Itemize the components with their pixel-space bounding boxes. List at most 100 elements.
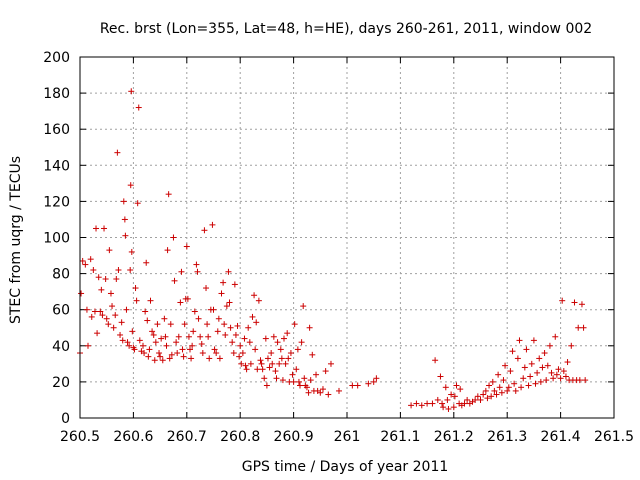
data-point	[498, 389, 505, 396]
data-point	[143, 259, 150, 266]
data-point	[126, 342, 133, 349]
y-tick-label: 160	[43, 122, 70, 138]
data-point	[154, 321, 161, 328]
data-point	[221, 321, 228, 328]
data-point	[199, 350, 206, 357]
data-point	[532, 380, 539, 387]
data-point	[79, 257, 86, 264]
data-point	[525, 382, 532, 389]
data-point	[243, 366, 250, 373]
data-point	[203, 285, 210, 292]
data-point	[166, 355, 173, 362]
data-point	[170, 234, 177, 241]
data-point	[249, 313, 256, 320]
data-point	[300, 303, 307, 310]
data-point	[229, 339, 236, 346]
x-tick-label: 260.6	[113, 429, 153, 445]
data-point	[553, 371, 560, 378]
data-point	[214, 328, 221, 335]
data-point	[213, 350, 220, 357]
data-point	[439, 400, 446, 407]
data-point	[527, 373, 534, 380]
data-point	[278, 355, 285, 362]
data-point	[413, 400, 420, 407]
data-point	[165, 191, 172, 198]
data-point	[514, 355, 521, 362]
data-point	[370, 378, 377, 385]
data-point	[445, 405, 452, 412]
data-point	[272, 368, 279, 375]
data-point	[236, 353, 243, 360]
data-point	[242, 362, 249, 369]
data-point	[205, 333, 212, 340]
data-point	[451, 393, 458, 400]
data-point	[197, 333, 204, 340]
y-tick-label: 100	[43, 231, 70, 247]
data-point	[173, 339, 180, 346]
data-point	[118, 319, 125, 326]
data-point	[354, 382, 361, 389]
data-point	[251, 292, 258, 299]
data-point	[335, 387, 342, 394]
y-tick-label: 0	[61, 411, 70, 427]
data-point	[135, 104, 142, 111]
data-point	[562, 373, 569, 380]
data-point	[284, 330, 291, 337]
data-point	[546, 342, 553, 349]
data-point	[444, 396, 451, 403]
data-point	[484, 395, 491, 402]
data-point	[261, 375, 268, 382]
x-axis-label: GPS time / Days of year 2011	[242, 459, 449, 475]
data-point	[106, 247, 113, 254]
data-point	[560, 368, 567, 375]
data-point	[511, 380, 518, 387]
data-point	[171, 277, 178, 284]
data-point	[144, 317, 151, 324]
data-point	[578, 301, 585, 308]
data-point	[129, 328, 136, 335]
y-tick-label: 180	[43, 86, 70, 102]
data-point	[91, 308, 98, 315]
data-point	[461, 400, 468, 407]
data-point	[327, 360, 334, 367]
data-point	[530, 337, 537, 344]
data-point	[127, 182, 134, 189]
data-point	[273, 375, 280, 382]
data-point	[270, 333, 277, 340]
y-tick-label: 140	[43, 158, 70, 174]
data-points	[77, 88, 589, 412]
data-point	[134, 200, 141, 207]
data-point	[349, 382, 356, 389]
data-point	[132, 285, 139, 292]
data-point	[97, 308, 104, 315]
data-point	[180, 353, 187, 360]
data-point	[133, 297, 140, 304]
data-point	[537, 378, 544, 385]
data-point	[500, 377, 507, 384]
data-point	[163, 342, 170, 349]
data-point	[194, 268, 201, 275]
data-point	[78, 290, 85, 297]
data-point	[232, 331, 239, 338]
data-point	[246, 339, 253, 346]
data-point	[206, 355, 213, 362]
data-point	[131, 346, 138, 353]
data-point	[298, 339, 305, 346]
data-point	[147, 297, 154, 304]
data-point	[119, 337, 126, 344]
data-point	[107, 290, 114, 297]
data-point	[277, 346, 284, 353]
data-point	[215, 315, 222, 322]
data-point	[429, 400, 436, 407]
data-point	[234, 322, 241, 329]
data-point	[264, 355, 271, 362]
data-point	[93, 225, 100, 232]
data-point	[103, 315, 110, 322]
data-point	[189, 342, 196, 349]
data-point	[552, 333, 559, 340]
data-point	[523, 346, 530, 353]
data-point	[201, 227, 208, 234]
x-tick-label: 260.8	[220, 429, 260, 445]
data-point	[472, 396, 479, 403]
